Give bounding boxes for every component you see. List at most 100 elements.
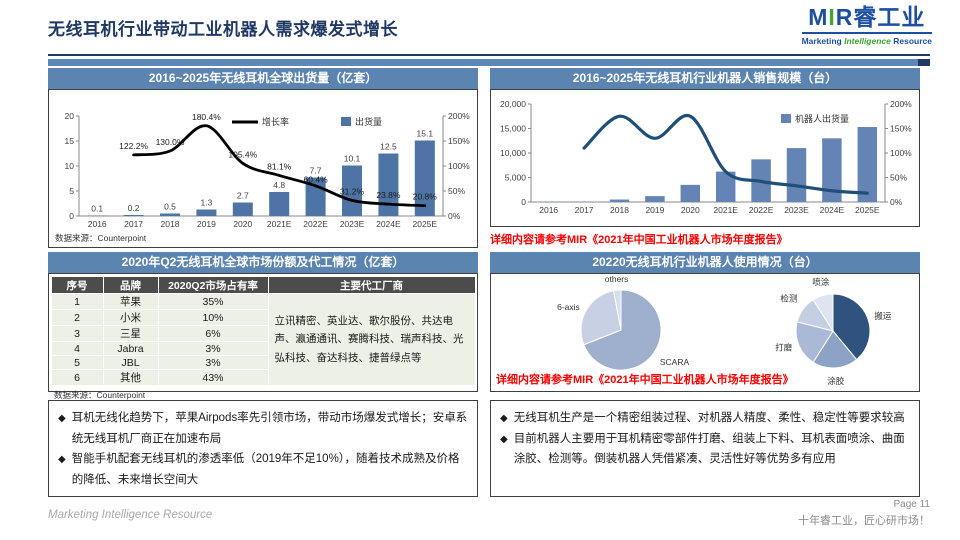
tagline-intelligence: Intelligence (844, 36, 891, 46)
svg-text:12.5: 12.5 (380, 142, 397, 152)
mir-logo-tagline: Marketing Intelligence Resource (802, 37, 932, 46)
footer-brand: Marketing Intelligence Resource (48, 509, 213, 521)
section-header-shipments: 2016~2025年无线耳机全球出货量（亿套） (48, 68, 478, 89)
svg-text:2025E: 2025E (413, 219, 438, 229)
svg-text:200%: 200% (890, 99, 912, 109)
table-row: 1 苹果 35% 立讯精密、英业达、歌尔股份、共达电声、瀛通通讯、赛腾科技、瑞声… (50, 293, 476, 386)
cell-brand: Jabra (102, 341, 159, 356)
svg-text:增长率: 增长率 (262, 116, 289, 127)
bullet-diamond-icon: ◆ (500, 433, 508, 445)
section-header-usage: 20220无线耳机行业机器人使用情况（台） (490, 252, 920, 273)
svg-text:2021E: 2021E (267, 219, 292, 229)
svg-text:6-axis: 6-axis (557, 302, 580, 312)
svg-text:20.8%: 20.8% (413, 192, 438, 202)
svg-text:2018: 2018 (161, 219, 180, 229)
insight-item: ◆ 耳机无线化趋势下，苹果Airpods率先引领市场，带动市场爆发式增长；安卓系统… (58, 408, 468, 449)
svg-text:打磨: 打磨 (775, 343, 793, 353)
svg-text:SCARA: SCARA (660, 357, 690, 367)
svg-text:10.1: 10.1 (344, 154, 361, 164)
svg-text:20,000: 20,000 (500, 99, 526, 109)
svg-text:2019: 2019 (645, 205, 664, 215)
logo-letter-r: R (835, 4, 854, 30)
table-row: 4 Jabra 3% (50, 341, 475, 356)
mir-logo-wordmark: MIR睿工业 (801, 4, 932, 34)
svg-text:15: 15 (65, 136, 75, 146)
insight-text: 智能手机配套无线耳机的渗透率低（2019年不足10%），随着技术成熟及价格的降低… (71, 453, 460, 487)
svg-text:检测: 检测 (780, 294, 797, 304)
robots-bar-line-chart: 0 5,000 10,000 15,000 20,000 0% 50% 100% 150% 200… (500, 99, 912, 215)
svg-text:50%: 50% (890, 173, 907, 183)
svg-text:31.2%: 31.2% (340, 186, 365, 196)
svg-text:出货量: 出货量 (355, 116, 382, 127)
cell-share: 10% (157, 309, 269, 326)
cell-share: 43% (157, 369, 269, 386)
svg-text:others: others (605, 274, 629, 284)
svg-text:150%: 150% (448, 136, 470, 146)
svg-text:2017: 2017 (575, 205, 594, 215)
svg-text:2024E: 2024E (820, 205, 845, 215)
insights-left-panel: ◆ 耳机无线化趋势下，苹果Airpods率先引领市场，带动市场爆发式增长；安卓系统… (48, 400, 478, 497)
footer-slogan: 十年睿工业，匠心研市场！ (798, 515, 930, 527)
col-share: 2020Q2市场占有率 (157, 276, 269, 294)
svg-text:130.0%: 130.0% (156, 137, 185, 147)
svg-text:2019: 2019 (197, 219, 216, 229)
cell-index: 1 (50, 293, 104, 310)
svg-text:122.2%: 122.2% (119, 141, 148, 151)
cell-index: 4 (50, 341, 104, 356)
svg-text:200%: 200% (448, 111, 470, 121)
tagline-marketing: Marketing (801, 36, 842, 46)
svg-text:10,000: 10,000 (500, 148, 526, 158)
svg-text:0.2: 0.2 (128, 203, 140, 213)
tagline-resource: Resource (893, 36, 932, 46)
svg-text:机器人出货量: 机器人出货量 (795, 113, 849, 124)
logo-cn-text: 睿工业 (853, 4, 926, 30)
svg-text:2020: 2020 (233, 219, 252, 229)
cell-index: 5 (50, 355, 104, 370)
svg-text:20: 20 (65, 111, 75, 121)
cell-share: 6% (157, 325, 269, 342)
svg-text:涂胶: 涂胶 (827, 376, 845, 386)
table-row: 6 其他 43% (50, 369, 475, 386)
cell-brand: 苹果 (102, 293, 159, 310)
insights-right-list: ◆ 无线耳机生产是一个精密组装过程、对机器人精度、柔性、稳定性等要求较高 ◆ 目前机… (491, 401, 919, 477)
svg-text:150%: 150% (890, 124, 912, 134)
svg-text:2023E: 2023E (340, 219, 365, 229)
svg-text:搬运: 搬运 (874, 311, 892, 321)
shipments-chart-panel: 0 5 10 15 20 0% 50% 100% 150% 200% 2016 2017 2018 201… (48, 89, 478, 248)
cell-share: 35% (157, 293, 269, 310)
col-index: 序号 (50, 276, 104, 294)
table-header-row: 序号 品牌 2020Q2市场占有率 主要代工厂商 (50, 276, 476, 294)
svg-text:1.3: 1.3 (200, 198, 212, 208)
svg-text:2.7: 2.7 (237, 191, 249, 201)
insight-text: 耳机无线化趋势下，苹果Airpods率先引领市场，带动市场爆发式增长；安卓系统无… (71, 412, 468, 445)
cell-brand: 小米 (102, 309, 159, 326)
svg-text:2022E: 2022E (749, 205, 774, 215)
robots-report-note: 详细内容请参考MIR《2021年中国工业机器人市场年度报告》 (490, 234, 788, 246)
svg-text:100%: 100% (890, 148, 912, 158)
svg-text:2016: 2016 (88, 219, 107, 229)
insight-text: 目前机器人主要用于耳机精密零部件打磨、组装上下料、耳机表面喷涂、曲面涂胶、检测等… (513, 432, 905, 466)
usage-pies-panel: SCARA 6-axis others 搬运 涂胶 打磨 检测 喷涂 详细内容请参考MIR《2… (490, 273, 920, 392)
svg-text:180.4%: 180.4% (192, 112, 221, 122)
svg-text:105.4%: 105.4% (228, 149, 257, 159)
insight-item: ◆ 目前机器人主要用于耳机精密零部件打磨、组装上下料、耳机表面喷涂、曲面涂胶、检测… (500, 429, 910, 470)
usage-report-note: 详细内容请参考MIR《2021年中国工业机器人市场年度报告》 (496, 374, 794, 386)
svg-text:15,000: 15,000 (500, 124, 526, 134)
svg-text:50%: 50% (448, 186, 465, 196)
title-rule-cap (918, 59, 930, 66)
table-row: 5 JBL 3% (50, 355, 475, 370)
svg-text:23.8%: 23.8% (376, 190, 401, 200)
table-row: 3 三星 6% (50, 325, 475, 342)
logo-letter-m: M (808, 4, 829, 30)
svg-text:0.1: 0.1 (91, 204, 103, 214)
svg-text:7.7: 7.7 (310, 166, 322, 176)
svg-text:2018: 2018 (610, 205, 629, 215)
insight-text: 无线耳机生产是一个精密组装过程、对机器人精度、柔性、稳定性等要求较高 (513, 412, 905, 424)
svg-text:2021E: 2021E (713, 205, 738, 215)
cell-share: 3% (157, 341, 269, 356)
svg-text:81.1%: 81.1% (267, 161, 292, 171)
svg-text:2023E: 2023E (784, 205, 809, 215)
cell-index: 3 (50, 325, 104, 342)
